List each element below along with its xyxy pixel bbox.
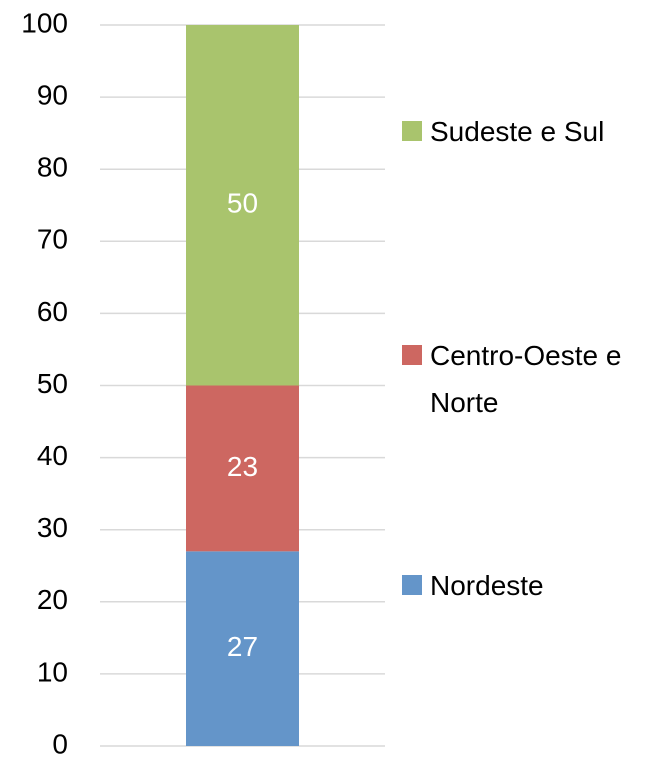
bar-segment xyxy=(186,385,299,552)
bar-segment xyxy=(186,551,299,746)
legend-swatch xyxy=(402,345,422,365)
y-tick-label: 60 xyxy=(37,296,68,327)
legend-item: Sudeste e Sul xyxy=(402,108,666,155)
y-tick-label: 30 xyxy=(37,512,68,543)
y-tick-label: 40 xyxy=(37,440,68,471)
legend-swatch xyxy=(402,121,422,141)
y-tick-label: 50 xyxy=(37,368,68,399)
legend-item: Centro-Oeste e Norte xyxy=(402,332,666,426)
data-label: 50 xyxy=(227,188,258,219)
legend-label: Centro-Oeste e Norte xyxy=(430,340,622,418)
legend-item: Nordeste xyxy=(402,562,666,609)
bar-segment xyxy=(186,25,299,386)
data-label: 23 xyxy=(227,451,258,482)
legend-swatch xyxy=(402,575,422,595)
legend-label: Nordeste xyxy=(430,570,544,601)
y-tick-label: 80 xyxy=(37,152,68,183)
legend-label: Sudeste e Sul xyxy=(430,116,605,147)
y-tick-label: 10 xyxy=(37,656,68,687)
y-tick-label: 0 xyxy=(52,728,68,759)
y-tick-label: 20 xyxy=(37,584,68,615)
y-tick-label: 100 xyxy=(21,7,68,38)
y-tick-label: 70 xyxy=(37,224,68,255)
y-tick-label: 90 xyxy=(37,79,68,110)
data-label: 27 xyxy=(227,631,258,662)
